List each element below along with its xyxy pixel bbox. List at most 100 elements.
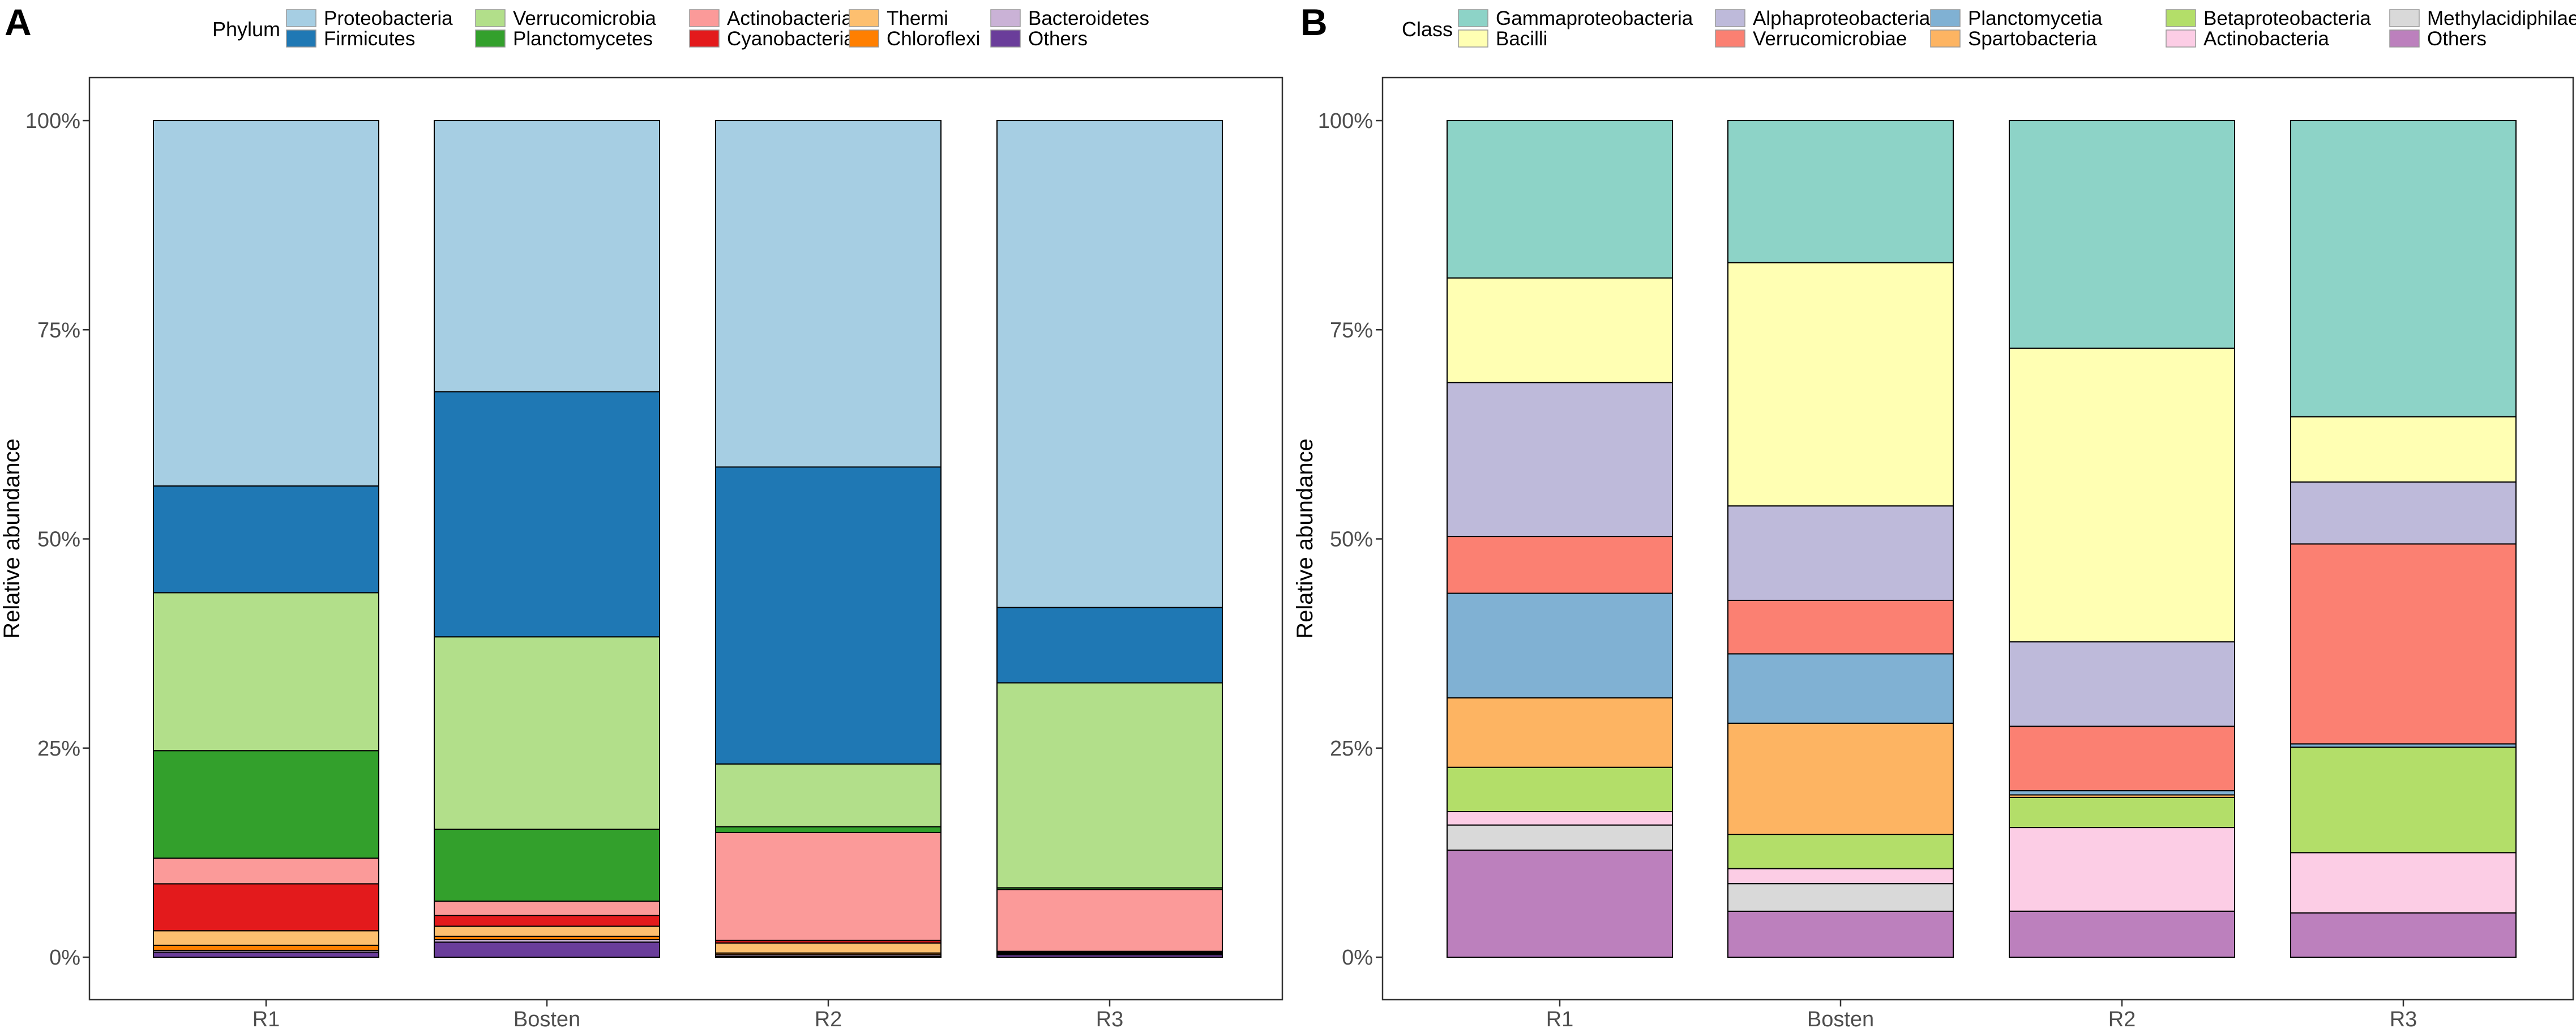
legend-label-thermi: Thermi	[887, 7, 948, 29]
bar-segment-bosten-methylacidiphilae	[1727, 883, 1954, 912]
panel-b-legend-title: Class	[1402, 18, 1453, 41]
legend-label-firmicutes: Firmicutes	[324, 28, 415, 50]
bar-segment-r3-actinobacteria	[996, 889, 1223, 952]
legend-swatch-actinobacteria	[689, 9, 720, 27]
bar-segment-r1-cyanobacteria	[153, 883, 379, 932]
panel-a-x-axis: R1 Bosten R2 R3	[253, 1000, 1124, 1028]
panel-b-y-tick-label: 100%	[1318, 109, 1373, 133]
bar-segment-r2-betaproteobacteria	[2009, 796, 2235, 829]
panel-b-y-axis-title: Relative abundance	[1293, 438, 1317, 639]
panel-a-y-tick-label: 25%	[37, 737, 80, 761]
bar-segment-r1-thermi	[153, 930, 379, 946]
bar-segment-r2-alphaproteobacteria	[2009, 641, 2235, 727]
bar-segment-r1-planctomycetes	[153, 750, 379, 859]
bar-segment-r3-bacilli	[2290, 416, 2517, 483]
legend-label-spartobacteria: Spartobacteria	[1968, 28, 2097, 50]
bar-segment-r2-actinobacteria	[2009, 827, 2235, 912]
panel-b-y-tick-label: 0%	[1342, 946, 1373, 970]
legend-swatch-proteobacteria	[286, 9, 316, 27]
legend-swatch-verrucomicrobia	[475, 9, 506, 27]
legend-label-verrucomicrobia: Verrucomicrobia	[513, 7, 656, 29]
legend-swatch-thermi	[849, 9, 879, 27]
legend-swatch-methylacidiphilae	[2389, 9, 2420, 27]
bar-segment-bosten-actinobacteria	[434, 901, 660, 916]
panel-a-label: A	[5, 1, 32, 43]
bar-segment-r2-gammaproteobacteria	[2009, 120, 2235, 349]
bar-segment-r1-others	[1447, 849, 1673, 958]
bar-segment-bosten-cyanobacteria	[434, 915, 660, 927]
panel-a-y-axis-title: Relative abundance	[0, 438, 24, 639]
panel-b-bars	[1447, 120, 2517, 958]
bar-segment-r1-others	[153, 951, 379, 958]
bar-segment-r3-actinobacteria	[2290, 852, 2517, 914]
legend-swatch-gammaproteobacteria	[1458, 9, 1488, 27]
bar-segment-r1-proteobacteria	[153, 120, 379, 487]
bar-segment-bosten-verrucomicrobia	[434, 636, 660, 830]
legend-label-proteobacteria: Proteobacteria	[324, 7, 453, 29]
legend-label-gammaproteobacteria: Gammaproteobacteria	[1496, 7, 1693, 29]
legend-label-bacteroidetes: Bacteroidetes	[1028, 7, 1149, 29]
bar-segment-r1-bacilli	[1447, 277, 1673, 383]
panel-a-y-axis: 0% 25% 50% 75% 100%	[25, 109, 89, 970]
legend-swatch-firmicutes	[286, 29, 316, 48]
bar-segment-r3-verrucomicrobiae	[2290, 543, 2517, 745]
bar-segment-r1-actinobacteria	[1447, 811, 1673, 826]
bar-segment-r2-others	[2009, 910, 2235, 958]
legend-label-alphaproteobacteria: Alphaproteobacteria	[1753, 7, 1931, 29]
bar-segment-r2-planctomycetia	[2009, 790, 2235, 796]
panel-a-x-tick-label-r3: R3	[1096, 1008, 1124, 1028]
bar-segment-r3-proteobacteria	[996, 120, 1223, 608]
legend-label-others: Others	[1028, 28, 1088, 50]
legend-label-others: Others	[2427, 28, 2487, 50]
bar-segment-r2-verrucomicrobiae	[2009, 726, 2235, 792]
bar-segment-r1-planctomycetia	[1447, 592, 1673, 699]
legend-swatch-planctomycetes	[475, 29, 506, 48]
legend-label-actinobacteria: Actinobacteria	[727, 7, 853, 29]
panel-b-x-tick-label-r3: R3	[2390, 1008, 2417, 1028]
bar-segment-r3-others	[2290, 912, 2517, 958]
legend-swatch-bacilli	[1458, 29, 1488, 48]
panel-a-y-tick-label: 0%	[49, 946, 80, 970]
bar-segment-r2-proteobacteria	[715, 120, 942, 468]
panel-a-y-tick-label: 50%	[37, 528, 80, 552]
bar-segment-bosten-planctomycetes	[434, 829, 660, 902]
bar-segment-bosten-firmicutes	[434, 391, 660, 638]
bar-segment-r1-methylacidiphilae	[1447, 824, 1673, 851]
bar-segment-bosten-bacilli	[1727, 262, 1954, 507]
legend-label-cyanobacteria: Cyanobacteria	[727, 28, 855, 50]
bar-segment-r1-actinobacteria	[153, 858, 379, 885]
panel-b-x-tick-label-r2: R2	[2108, 1008, 2136, 1028]
legend-label-planctomycetia: Planctomycetia	[1968, 7, 2103, 29]
legend-label-methylacidiphilae: Methylacidiphilae	[2427, 7, 2576, 29]
panel-b-y-tick-label: 75%	[1330, 318, 1373, 342]
panel-a-x-tick-label-bosten: Bosten	[514, 1008, 580, 1028]
panel-b-y-tick-label: 25%	[1330, 737, 1373, 761]
panel-a-legend-title: Phylum	[212, 18, 280, 41]
bar-segment-r1-gammaproteobacteria	[1447, 120, 1673, 279]
bar-segment-bosten-others	[1727, 910, 1954, 958]
legend-swatch-cyanobacteria	[689, 29, 720, 48]
legend-label-actinobacteria: Actinobacteria	[2203, 28, 2329, 50]
panel-b-x-tick-label-r1: R1	[1546, 1008, 1574, 1028]
bar-segment-r3-firmicutes	[996, 607, 1223, 684]
legend-swatch-others	[990, 29, 1021, 48]
bar-segment-r3-betaproteobacteria	[2290, 747, 2517, 854]
legend-swatch-betaproteobacteria	[2166, 9, 2196, 27]
panel-b-y-axis: 0% 25% 50% 75% 100%	[1318, 109, 1383, 970]
panel-b-y-tick-label: 50%	[1330, 528, 1373, 552]
legend-swatch-spartobacteria	[1930, 29, 1961, 48]
bar-segment-bosten-verrucomicrobiae	[1727, 599, 1954, 655]
bar-segment-bosten-thermi	[434, 925, 660, 937]
panel-a-x-tick-label-r1: R1	[253, 1008, 280, 1028]
legend-swatch-others	[2389, 29, 2420, 48]
bar-segment-r2-planctomycetes	[715, 826, 942, 833]
panel-a-x-tick-label-r2: R2	[815, 1008, 842, 1028]
bar-segment-r1-verrucomicrobia	[153, 592, 379, 752]
legend-label-bacilli: Bacilli	[1496, 28, 1547, 50]
bar-segment-bosten-actinobacteria	[1727, 868, 1954, 885]
